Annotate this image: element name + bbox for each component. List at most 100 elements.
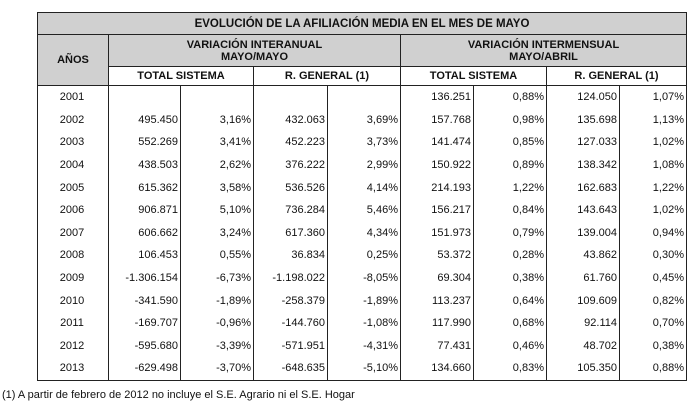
- value-cell: 136.251: [400, 85, 474, 109]
- value-cell: [108, 85, 181, 109]
- value-cell: 77.431: [400, 334, 474, 358]
- value-cell: 48.702: [546, 334, 620, 358]
- value-cell: 151.973: [400, 221, 474, 245]
- subheader-total-sistema: TOTAL SISTEMA: [400, 66, 547, 86]
- value-cell: 0,25%: [327, 244, 401, 267]
- year-cell: 2007: [37, 221, 109, 245]
- value-cell: -3,70%: [180, 357, 254, 381]
- value-cell: 617.360: [253, 221, 328, 245]
- value-cell: -341.590: [108, 289, 181, 312]
- value-cell: 0,79%: [473, 221, 547, 245]
- value-cell: 143.643: [546, 198, 620, 222]
- table-row: 2002 495.450 3,16% 432.063 3,69% 157.768 0,98%…: [37, 108, 687, 132]
- table-row: 2009 -1.306.154 -6,73% -1.198.022 -8,05% 69.3…: [37, 266, 687, 290]
- year-cell: 2010: [37, 289, 109, 312]
- year-cell: 2013: [37, 357, 109, 381]
- value-cell: 606.662: [108, 221, 181, 245]
- value-cell: 117.990: [400, 311, 474, 335]
- value-cell: 615.362: [108, 176, 181, 199]
- value-cell: 1,07%: [619, 85, 687, 109]
- value-cell: -1.306.154: [108, 266, 181, 290]
- table-row: 2003 552.269 3,41% 452.223 3,73% 141.474 0,85%…: [37, 131, 687, 154]
- value-cell: 0,88%: [619, 357, 687, 381]
- table-title: EVOLUCIÓN DE LA AFILIACIÓN MEDIA EN EL M…: [37, 12, 687, 35]
- value-cell: -571.951: [253, 334, 328, 358]
- value-cell: 113.237: [400, 289, 474, 312]
- value-cell: 0,45%: [619, 266, 687, 290]
- value-cell: 3,58%: [180, 176, 254, 199]
- value-cell: 906.871: [108, 198, 181, 222]
- value-cell: -1.198.022: [253, 266, 328, 290]
- table-row: 2012 -595.680 -3,39% -571.951 -4,31% 77.431 0,…: [37, 334, 687, 358]
- table-row: 2013 -629.498 -3,70% -648.635 -5,10% 134.660 0…: [37, 357, 687, 381]
- value-cell: -5,10%: [327, 357, 401, 381]
- value-cell: 0,94%: [619, 221, 687, 245]
- value-cell: -648.635: [253, 357, 328, 381]
- value-cell: -4,31%: [327, 334, 401, 358]
- value-cell: 0,46%: [473, 334, 547, 358]
- value-cell: 4,14%: [327, 176, 401, 199]
- value-cell: 438.503: [108, 153, 181, 177]
- value-cell: -0,96%: [180, 311, 254, 335]
- value-cell: 3,24%: [180, 221, 254, 245]
- value-cell: 69.304: [400, 266, 474, 290]
- value-cell: 214.193: [400, 176, 474, 199]
- year-cell: 2008: [37, 244, 109, 267]
- value-cell: -144.760: [253, 311, 328, 335]
- value-cell: 0,28%: [473, 244, 547, 267]
- value-cell: 0,83%: [473, 357, 547, 381]
- value-cell: 452.223: [253, 131, 328, 154]
- affiliation-table: EVOLUCIÓN DE LA AFILIACIÓN MEDIA EN EL M…: [37, 12, 687, 381]
- value-cell: 736.284: [253, 198, 328, 222]
- subheader-r-general: R. GENERAL (1): [253, 66, 401, 86]
- value-cell: 0,82%: [619, 289, 687, 312]
- value-cell: -6,73%: [180, 266, 254, 290]
- value-cell: 0,30%: [619, 244, 687, 267]
- value-cell: 1,13%: [619, 108, 687, 132]
- table-row: 2004 438.503 2,62% 376.222 2,99% 150.922 0,89%…: [37, 153, 687, 177]
- table-row: 2011 -169.707 -0,96% -144.760 -1,08% 117.990 0…: [37, 311, 687, 335]
- value-cell: 162.683: [546, 176, 620, 199]
- value-cell: 43.862: [546, 244, 620, 267]
- value-cell: 124.050: [546, 85, 620, 109]
- table-row: 2008 106.453 0,55% 36.834 0,25% 53.372 0,28% 43…: [37, 244, 687, 267]
- value-cell: 0,98%: [473, 108, 547, 132]
- year-cell: 2009: [37, 266, 109, 290]
- value-cell: 552.269: [108, 131, 181, 154]
- value-cell: 1,02%: [619, 131, 687, 154]
- value-cell: 4,34%: [327, 221, 401, 245]
- value-cell: 150.922: [400, 153, 474, 177]
- value-cell: 127.033: [546, 131, 620, 154]
- table-row: 2010 -341.590 -1,89% -258.379 -1,89% 113.237 0…: [37, 289, 687, 312]
- value-cell: 106.453: [108, 244, 181, 267]
- value-cell: 432.063: [253, 108, 328, 132]
- value-cell: 156.217: [400, 198, 474, 222]
- value-cell: 61.760: [546, 266, 620, 290]
- value-cell: 3,69%: [327, 108, 401, 132]
- value-cell: [180, 85, 254, 109]
- value-cell: 105.350: [546, 357, 620, 381]
- value-cell: 2,62%: [180, 153, 254, 177]
- value-cell: 1,22%: [619, 176, 687, 199]
- value-cell: -1,89%: [327, 289, 401, 312]
- value-cell: 0,68%: [473, 311, 547, 335]
- table-row: 2001 136.251 0,88% 124.050 1,07%: [37, 85, 687, 109]
- value-cell: 138.342: [546, 153, 620, 177]
- value-cell: -1,89%: [180, 289, 254, 312]
- value-cell: 5,46%: [327, 198, 401, 222]
- value-cell: 1,08%: [619, 153, 687, 177]
- value-cell: 53.372: [400, 244, 474, 267]
- value-cell: -1,08%: [327, 311, 401, 335]
- year-cell: 2001: [37, 85, 109, 109]
- value-cell: 2,99%: [327, 153, 401, 177]
- value-cell: 0,84%: [473, 198, 547, 222]
- value-cell: 3,73%: [327, 131, 401, 154]
- value-cell: 1,02%: [619, 198, 687, 222]
- value-cell: 139.004: [546, 221, 620, 245]
- value-cell: 135.698: [546, 108, 620, 132]
- value-cell: 0,89%: [473, 153, 547, 177]
- subheader-total-sistema: TOTAL SISTEMA: [108, 66, 254, 86]
- value-cell: -3,39%: [180, 334, 254, 358]
- value-cell: 0,38%: [473, 266, 547, 290]
- interanual-header: VARIACIÓN INTERANUAL MAYO/MAYO: [108, 34, 401, 67]
